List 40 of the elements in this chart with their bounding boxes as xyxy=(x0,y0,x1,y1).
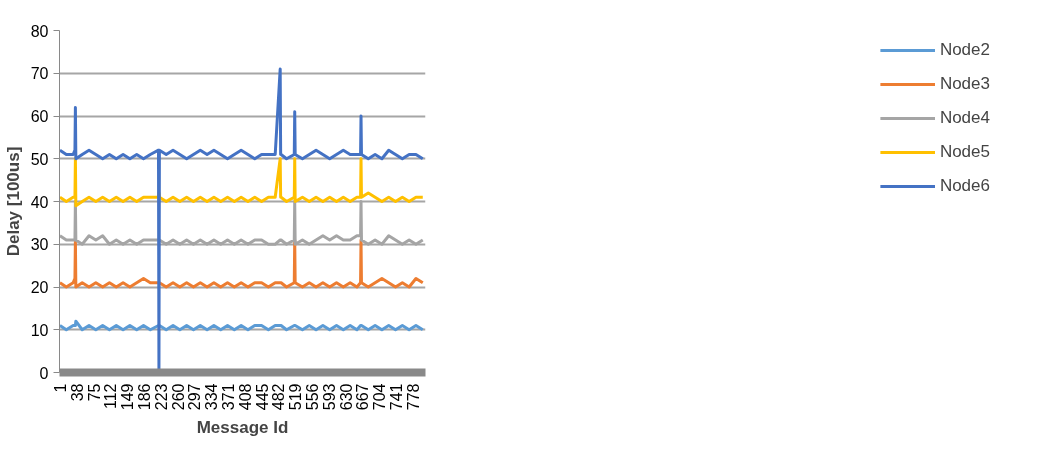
legend-label: Node3 xyxy=(939,74,990,94)
y-tick-label: 10 xyxy=(30,321,49,339)
x-tick-label: 445 xyxy=(253,383,271,411)
x-tick-label: 778 xyxy=(404,383,422,411)
x-tick-label: 1 xyxy=(51,383,69,393)
x-tick-label: 334 xyxy=(203,383,221,411)
legend-label: Node2 xyxy=(939,40,990,60)
y-axis-title: Delay [100us] xyxy=(3,146,23,257)
x-tick-label: 704 xyxy=(371,383,389,411)
x-tick-label: 519 xyxy=(287,383,305,411)
x-tick-label: 556 xyxy=(303,383,321,411)
y-tick-label: 60 xyxy=(30,108,49,125)
line-series xyxy=(59,157,425,208)
x-tick-label: 75 xyxy=(85,383,103,402)
y-tick-label: 0 xyxy=(39,364,49,382)
x-tick-label: 186 xyxy=(135,383,153,411)
x-tick-label: 223 xyxy=(152,383,170,411)
x-tick-label: 482 xyxy=(270,383,288,411)
x-tick-label: 38 xyxy=(68,383,86,402)
x-tick-label: 297 xyxy=(186,383,204,411)
x-tick-label: 593 xyxy=(320,383,338,411)
y-tick-label: 30 xyxy=(30,236,49,254)
y-tick-label: 80 xyxy=(30,22,49,40)
x-tick-label: 741 xyxy=(387,383,405,411)
line-series xyxy=(59,238,425,289)
x-tick-label: 630 xyxy=(337,383,355,411)
x-axis-title: Message Id xyxy=(196,418,289,438)
x-tick-label: 149 xyxy=(119,383,137,411)
legend-label: Node6 xyxy=(939,176,990,196)
x-tick-label: 260 xyxy=(169,383,187,411)
y-tick-label: 50 xyxy=(30,150,49,168)
y-tick-label: 70 xyxy=(30,65,49,83)
y-tick-label: 40 xyxy=(30,193,49,211)
y-tick-label: 20 xyxy=(30,279,49,296)
x-tick-label: 371 xyxy=(219,383,237,411)
legend-label: Node4 xyxy=(939,108,990,128)
x-tick-label: 667 xyxy=(354,383,372,411)
x-tick-label: 408 xyxy=(236,383,254,411)
x-tick-label: 112 xyxy=(102,383,120,410)
legend-label: Node5 xyxy=(939,142,990,162)
